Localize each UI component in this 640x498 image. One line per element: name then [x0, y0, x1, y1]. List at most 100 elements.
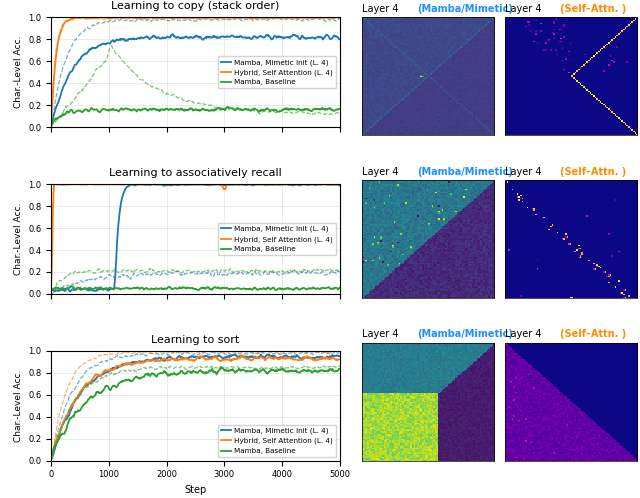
- Mamba, Baseline: [47, 286, 55, 292]
- Hybrid, Self Attention (L. 4): [330, 181, 337, 187]
- Line: Mamba, Baseline: Mamba, Baseline: [51, 107, 340, 124]
- Mamba, Mimetic Init (L. 4): [185, 35, 193, 41]
- Mamba, Mimetic Init (L. 4): [330, 34, 337, 40]
- Mamba, Baseline: [186, 105, 194, 111]
- Line: Mamba, Baseline: Mamba, Baseline: [51, 286, 340, 290]
- Hybrid, Self Attention (L. 4): [240, 353, 248, 359]
- Mamba, Mimetic Init (L. 4): [184, 355, 192, 361]
- Hybrid, Self Attention (L. 4): [187, 15, 195, 21]
- Hybrid, Self Attention (L. 4): [220, 14, 227, 20]
- Mamba, Baseline: [204, 284, 212, 290]
- Mamba, Baseline: [67, 283, 75, 289]
- Mamba, Mimetic Init (L. 4): [47, 457, 55, 463]
- Hybrid, Self Attention (L. 4): [336, 357, 344, 363]
- Mamba, Baseline: [184, 368, 192, 374]
- Text: (Mamba/Mimetic): (Mamba/Mimetic): [417, 329, 513, 339]
- Mamba, Baseline: [330, 368, 337, 374]
- Hybrid, Self Attention (L. 4): [185, 14, 193, 20]
- X-axis label: Step: Step: [184, 485, 207, 495]
- Mamba, Mimetic Init (L. 4): [186, 182, 193, 188]
- Text: (Mamba/Mimetic): (Mamba/Mimetic): [417, 166, 513, 177]
- Mamba, Baseline: [330, 108, 337, 114]
- Hybrid, Self Attention (L. 4): [186, 357, 194, 363]
- Text: (Self–Attn. ): (Self–Attn. ): [560, 166, 627, 177]
- Mamba, Mimetic Init (L. 4): [205, 182, 212, 188]
- Hybrid, Self Attention (L. 4): [330, 355, 337, 361]
- Hybrid, Self Attention (L. 4): [47, 116, 55, 122]
- Mamba, Baseline: [204, 370, 211, 375]
- Mamba, Baseline: [47, 121, 55, 126]
- Mamba, Baseline: [336, 285, 344, 291]
- Legend: Mamba, Mimetic Init (L. 4), Hybrid, Self Attention (L. 4), Mamba, Baseline: Mamba, Mimetic Init (L. 4), Hybrid, Self…: [218, 56, 336, 88]
- Mamba, Baseline: [272, 287, 280, 293]
- Line: Hybrid, Self Attention (L. 4): Hybrid, Self Attention (L. 4): [51, 356, 340, 458]
- Mamba, Baseline: [336, 106, 344, 112]
- Mamba, Baseline: [184, 107, 192, 113]
- Mamba, Mimetic Init (L. 4): [330, 182, 338, 188]
- Line: Mamba, Mimetic Init (L. 4): Mamba, Mimetic Init (L. 4): [51, 34, 340, 125]
- Text: Layer 4: Layer 4: [505, 166, 545, 177]
- Mamba, Mimetic Init (L. 4): [330, 353, 337, 359]
- Mamba, Mimetic Init (L. 4): [219, 355, 227, 361]
- Mamba, Baseline: [47, 452, 55, 458]
- Hybrid, Self Attention (L. 4): [284, 14, 292, 20]
- Hybrid, Self Attention (L. 4): [284, 182, 292, 188]
- Mamba, Baseline: [220, 366, 227, 372]
- Hybrid, Self Attention (L. 4): [184, 357, 192, 363]
- Mamba, Baseline: [336, 366, 344, 372]
- Mamba, Baseline: [219, 106, 227, 112]
- Mamba, Baseline: [330, 285, 338, 291]
- Mamba, Mimetic Init (L. 4): [204, 34, 212, 40]
- Mamba, Baseline: [187, 285, 195, 291]
- Text: Layer 4: Layer 4: [505, 4, 545, 14]
- Line: Mamba, Baseline: Mamba, Baseline: [51, 367, 340, 455]
- Hybrid, Self Attention (L. 4): [219, 357, 227, 363]
- Line: Mamba, Mimetic Init (L. 4): Mamba, Mimetic Init (L. 4): [51, 355, 340, 460]
- Mamba, Mimetic Init (L. 4): [179, 181, 186, 187]
- Mamba, Baseline: [204, 107, 211, 113]
- Hybrid, Self Attention (L. 4): [204, 181, 212, 187]
- Hybrid, Self Attention (L. 4): [204, 14, 212, 20]
- Hybrid, Self Attention (L. 4): [185, 182, 193, 188]
- Y-axis label: Char.-Level Acc.: Char.-Level Acc.: [13, 370, 22, 442]
- Mamba, Mimetic Init (L. 4): [220, 182, 228, 188]
- Mamba, Mimetic Init (L. 4): [186, 354, 194, 360]
- Mamba, Baseline: [218, 364, 225, 370]
- Mamba, Baseline: [224, 104, 232, 110]
- Hybrid, Self Attention (L. 4): [47, 455, 55, 461]
- Line: Hybrid, Self Attention (L. 4): Hybrid, Self Attention (L. 4): [51, 184, 340, 284]
- Text: (Mamba/Mimetic): (Mamba/Mimetic): [417, 4, 513, 14]
- Hybrid, Self Attention (L. 4): [187, 181, 195, 187]
- Mamba, Mimetic Init (L. 4): [230, 352, 238, 358]
- Mamba, Mimetic Init (L. 4): [66, 288, 74, 294]
- Line: Mamba, Mimetic Init (L. 4): Mamba, Mimetic Init (L. 4): [51, 184, 340, 291]
- Text: Layer 4: Layer 4: [362, 4, 402, 14]
- Hybrid, Self Attention (L. 4): [336, 14, 344, 20]
- Y-axis label: Char.-Level Acc.: Char.-Level Acc.: [13, 203, 22, 275]
- Mamba, Mimetic Init (L. 4): [336, 36, 344, 42]
- Legend: Mamba, Mimetic Init (L. 4), Hybrid, Self Attention (L. 4), Mamba, Baseline: Mamba, Mimetic Init (L. 4), Hybrid, Self…: [218, 425, 336, 457]
- Text: Layer 4: Layer 4: [362, 329, 402, 339]
- Mamba, Baseline: [185, 285, 193, 291]
- Y-axis label: Char.-Level Acc.: Char.-Level Acc.: [13, 36, 22, 109]
- Hybrid, Self Attention (L. 4): [204, 357, 211, 363]
- Mamba, Mimetic Init (L. 4): [284, 35, 292, 41]
- Mamba, Baseline: [284, 369, 292, 375]
- Mamba, Baseline: [284, 106, 292, 112]
- Mamba, Mimetic Init (L. 4): [285, 182, 292, 188]
- Hybrid, Self Attention (L. 4): [68, 181, 76, 187]
- Mamba, Baseline: [220, 285, 227, 291]
- Mamba, Mimetic Init (L. 4): [336, 182, 344, 188]
- Mamba, Baseline: [285, 285, 292, 291]
- Text: (Self–Attn. ): (Self–Attn. ): [560, 329, 627, 339]
- Title: Learning to copy (stack order): Learning to copy (stack order): [111, 1, 280, 11]
- Hybrid, Self Attention (L. 4): [284, 355, 292, 361]
- Line: Hybrid, Self Attention (L. 4): Hybrid, Self Attention (L. 4): [51, 17, 340, 119]
- Mamba, Mimetic Init (L. 4): [47, 122, 55, 128]
- Title: Learning to associatively recall: Learning to associatively recall: [109, 168, 282, 178]
- Title: Learning to sort: Learning to sort: [151, 335, 239, 345]
- Mamba, Mimetic Init (L. 4): [220, 33, 227, 39]
- Mamba, Mimetic Init (L. 4): [188, 182, 195, 188]
- Text: Layer 4: Layer 4: [505, 329, 545, 339]
- Hybrid, Self Attention (L. 4): [47, 281, 55, 287]
